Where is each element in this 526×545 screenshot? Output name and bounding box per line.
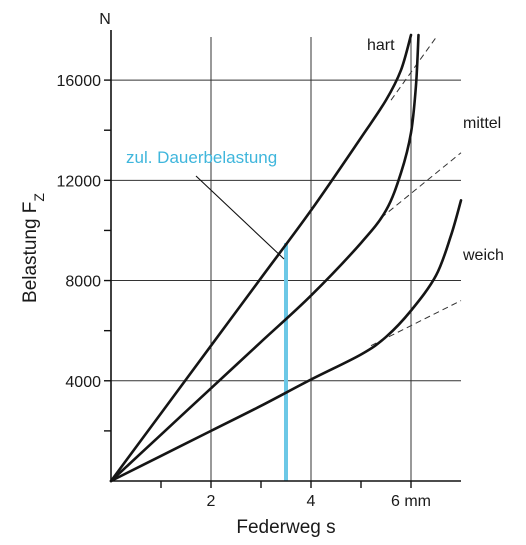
tangent-line-mittel [380,152,462,219]
curve-label-mittel: mittel [463,115,501,132]
tangent-lines [370,37,462,347]
curve-label-weich: weich [462,247,504,264]
tangent-line-weich [370,300,462,347]
y-tick-label: 4000 [65,374,101,391]
y-unit-label: N [99,11,111,28]
curves [109,33,463,483]
axes [104,30,461,488]
y-tick-label: 8000 [65,274,101,291]
y-axis-title: Belastung FZ [20,193,47,303]
annotation-leader-line [195,175,285,260]
x-tick-label: 6 mm [391,493,431,510]
curve-hart [109,33,413,483]
labels: 2 4 6 mm 4000 8000 12000 16000 N Federweg s Belas… [20,11,504,538]
x-axis-title: Federweg s [236,517,335,538]
x-tick-label: 2 [207,493,216,510]
curve-weich [109,199,463,483]
annotation-label: zul. Dauerbelastung [126,148,277,167]
y-tick-label: 12000 [57,173,102,190]
y-axis-title-subscript: Z [31,193,47,202]
curve-mittel [109,33,420,483]
y-tick-label: 16000 [57,73,102,90]
x-tick-label: 4 [307,493,316,510]
tangent-line-hart [390,37,437,101]
curve-label-hart: hart [367,37,395,54]
